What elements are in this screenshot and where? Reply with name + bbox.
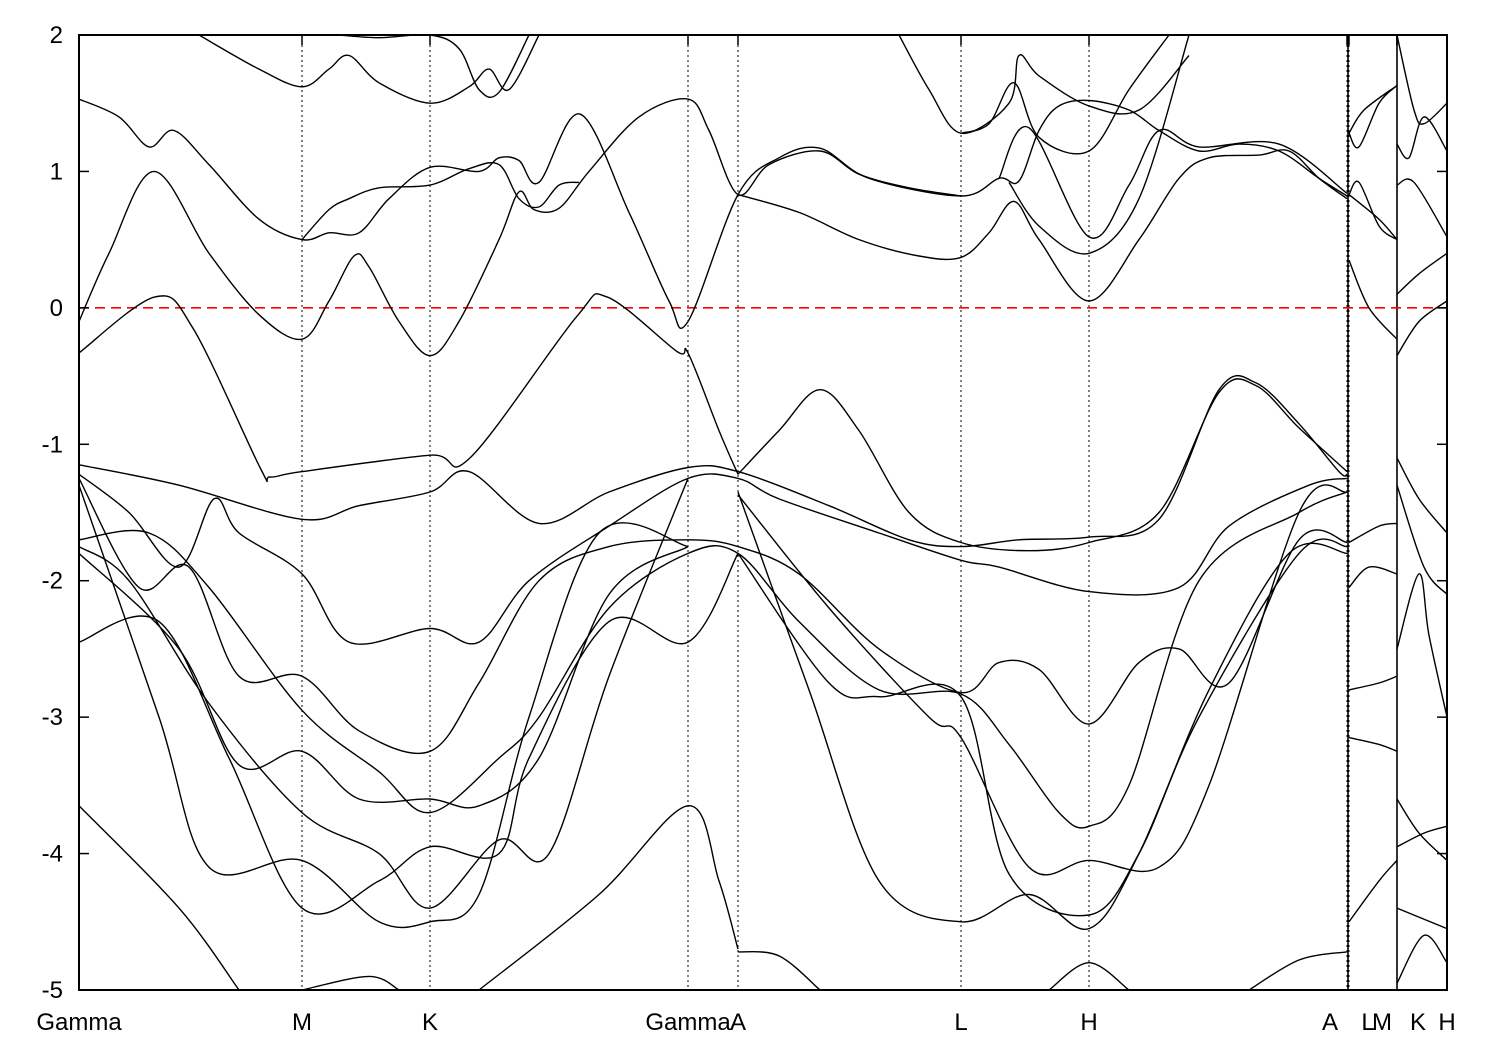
y-tick-label: -2 (42, 568, 63, 595)
plot-frame (78, 34, 1448, 991)
band-line (1348, 84, 1398, 134)
band-line (79, 98, 962, 357)
band-line (478, 805, 739, 990)
band-line (79, 293, 739, 482)
band-line (301, 161, 580, 241)
y-tick-label: 2 (50, 22, 63, 49)
band-line (1396, 484, 1447, 595)
band-line (301, 975, 400, 990)
x-axis: Gamma M K Gamma A L H A LM K H (36, 1009, 1455, 1036)
band-line (79, 491, 1348, 829)
y-tick-label: 1 (50, 158, 63, 185)
band-line (737, 951, 821, 990)
band-line (79, 98, 1348, 330)
y-tick-label: -4 (42, 841, 63, 868)
band-line (79, 374, 1348, 548)
x-tick-label: A (730, 1009, 746, 1036)
band-line (1008, 35, 1190, 255)
x-tick-label: Gamma (36, 1009, 122, 1036)
y-tick-label: -3 (42, 704, 63, 731)
x-tick-label: Gamma (645, 1009, 731, 1036)
band-line (1396, 35, 1447, 125)
band-line (79, 545, 689, 809)
band-line (1396, 457, 1447, 534)
band-line (737, 538, 1348, 917)
band-line (338, 35, 530, 99)
y-tick-label: 0 (50, 295, 63, 322)
band-line (737, 491, 1348, 931)
band-line (737, 484, 1348, 876)
band-line (1348, 675, 1398, 691)
band-line (79, 478, 1348, 755)
band-line (79, 473, 1348, 645)
band-line (1396, 934, 1447, 984)
x-tick-label: M (292, 1009, 312, 1036)
y-axis: 2 1 0 -1 -2 -3 -4 -5 (42, 22, 1447, 1004)
band-line (737, 149, 1348, 302)
band-line (1248, 951, 1348, 990)
band-line (1396, 798, 1447, 861)
band-line (79, 484, 689, 929)
band-line (737, 378, 1348, 552)
band-line (1348, 565, 1398, 588)
band-line (1396, 907, 1447, 930)
y-tick-label: -1 (42, 431, 63, 458)
band-line (1396, 825, 1447, 848)
x-tick-label: H (1080, 1009, 1097, 1036)
band-line (1348, 736, 1398, 752)
x-tick-label: A (1322, 1009, 1338, 1036)
x-tick-label: K (422, 1009, 438, 1036)
band-line (198, 35, 540, 104)
band-line (1396, 252, 1447, 295)
band-line (1048, 961, 1130, 990)
band-line (79, 553, 739, 915)
band-line (79, 805, 240, 990)
band-line (1348, 522, 1398, 544)
band-line (1348, 259, 1398, 340)
x-tick-label: K (1410, 1009, 1426, 1036)
x-tick-label: L (954, 1009, 967, 1036)
band-line (1348, 180, 1398, 241)
band-line (1396, 573, 1447, 718)
band-line (1348, 84, 1398, 149)
x-tick-label: L (1361, 1009, 1374, 1036)
x-tick-label: M (1372, 1009, 1392, 1036)
band-line (1348, 859, 1398, 923)
band-line (79, 478, 689, 909)
k-point-lines (301, 35, 1398, 990)
band-line (960, 35, 1170, 155)
y-tick-label: -5 (42, 977, 63, 1004)
x-tick-label: H (1438, 1009, 1455, 1036)
band-line (1396, 178, 1447, 238)
bands (79, 35, 1447, 990)
band-line (998, 125, 1348, 239)
band-line (1348, 194, 1398, 241)
band-line (898, 35, 1190, 134)
band-line (1396, 116, 1447, 160)
band-line (1396, 300, 1447, 356)
